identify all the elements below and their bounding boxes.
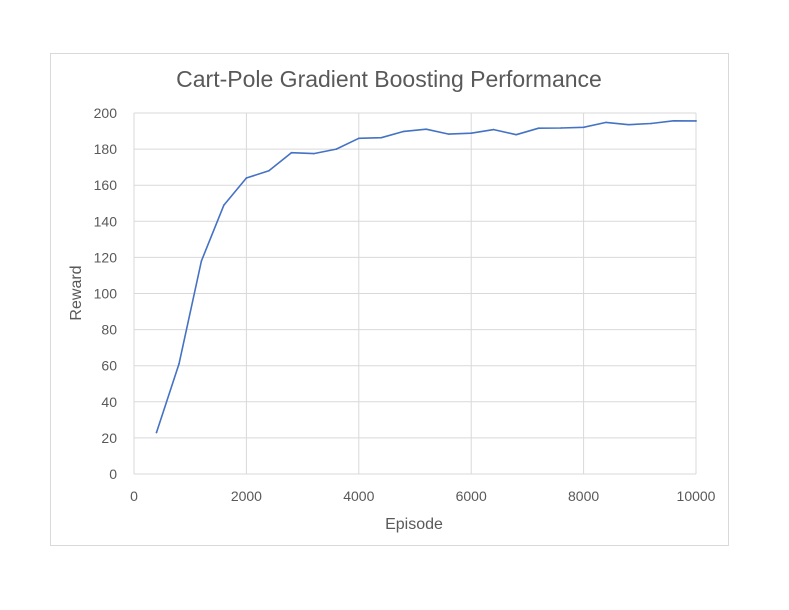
gridlines	[133, 112, 697, 475]
data-point	[492, 128, 495, 131]
y-tick-label: 120	[94, 249, 118, 265]
y-tick-label: 100	[94, 286, 118, 302]
y-tick-label: 80	[101, 322, 117, 338]
data-point	[537, 127, 540, 129]
data-point	[245, 177, 248, 179]
y-tick-label: 160	[94, 177, 118, 193]
data-point	[582, 126, 585, 129]
data-point	[402, 130, 405, 133]
x-tick-label: 10000	[677, 488, 716, 504]
x-axis-title: Episode	[385, 516, 443, 533]
x-tick-label: 0	[130, 488, 138, 504]
x-tick-label: 4000	[343, 488, 374, 504]
data-point	[695, 120, 697, 122]
data-point	[335, 148, 338, 150]
data-point	[223, 204, 225, 206]
series-line	[155, 120, 697, 434]
data-point	[290, 151, 293, 154]
data-point	[358, 137, 360, 140]
x-tick-label: 2000	[231, 488, 262, 504]
data-point	[560, 127, 562, 129]
data-point	[178, 363, 180, 365]
data-point	[380, 136, 383, 139]
data-point	[447, 133, 450, 135]
y-tick-label: 180	[94, 141, 118, 157]
data-point	[200, 260, 203, 262]
y-tick-label: 40	[101, 394, 117, 410]
data-point	[313, 152, 315, 155]
data-point	[470, 132, 473, 135]
y-tick-label: 60	[101, 358, 117, 374]
data-point	[515, 133, 517, 136]
data-point	[650, 122, 652, 125]
data-point	[155, 431, 158, 434]
y-tick-label: 0	[109, 466, 117, 482]
x-tick-label: 8000	[568, 488, 599, 504]
data-point	[605, 121, 607, 124]
y-tick-label: 20	[101, 430, 117, 446]
series-layer	[155, 119, 697, 434]
y-tick-label: 140	[94, 213, 118, 229]
y-axis-title: Reward	[68, 265, 85, 320]
y-tick-label: 200	[94, 105, 118, 121]
chart-title: Cart-Pole Gradient Boosting Performance	[176, 66, 602, 92]
x-tick-label: 6000	[456, 488, 487, 504]
data-point	[425, 128, 428, 131]
data-point	[268, 169, 270, 172]
data-point	[672, 119, 675, 122]
data-point	[627, 123, 630, 126]
